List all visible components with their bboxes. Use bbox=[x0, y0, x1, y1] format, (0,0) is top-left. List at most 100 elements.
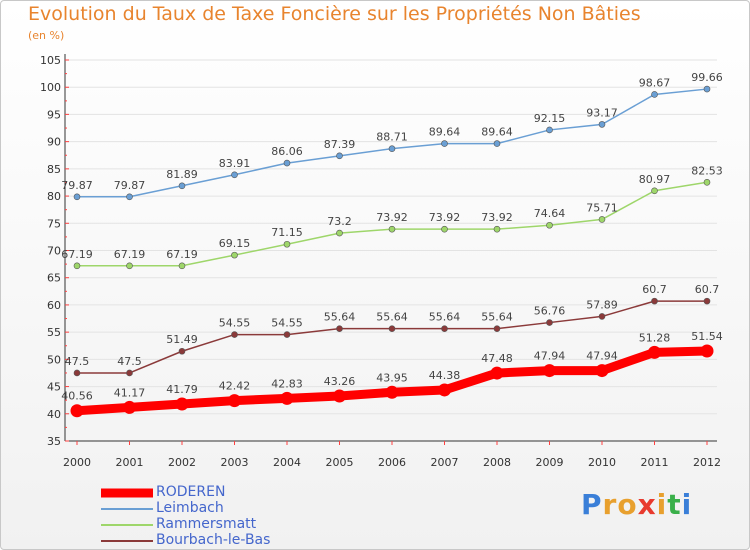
data-label-bourbach-le-bas: 55.64 bbox=[429, 311, 461, 324]
data-point-bourbach-le-bas bbox=[126, 369, 133, 377]
y-tick-label: 50 bbox=[47, 353, 61, 366]
data-label-rammersmatt: 74.64 bbox=[534, 207, 566, 220]
data-point-roderen bbox=[70, 404, 84, 418]
x-tick-label: 2003 bbox=[221, 456, 249, 469]
data-label-leimbach: 89.64 bbox=[481, 126, 513, 139]
data-label-bourbach-le-bas: 55.64 bbox=[376, 311, 408, 324]
data-label-roderen: 41.79 bbox=[166, 383, 198, 396]
data-label-rammersmatt: 82.53 bbox=[691, 164, 723, 177]
logo-letter: i bbox=[656, 488, 668, 521]
data-point-bourbach-le-bas bbox=[336, 325, 343, 332]
data-point-roderen bbox=[228, 394, 241, 408]
y-tick-label: 60 bbox=[47, 299, 61, 312]
data-label-leimbach: 79.87 bbox=[114, 179, 146, 192]
data-point-leimbach bbox=[651, 91, 658, 98]
data-label-roderen: 43.95 bbox=[376, 371, 408, 384]
data-point-rammersmatt bbox=[178, 262, 186, 270]
x-tick-label: 2012 bbox=[693, 456, 721, 469]
legend-label: Bourbach-le-Bas bbox=[156, 532, 271, 548]
data-label-rammersmatt: 67.19 bbox=[114, 248, 146, 261]
data-point-roderen bbox=[543, 364, 556, 378]
x-tick-label: 2007 bbox=[431, 456, 459, 469]
data-point-rammersmatt bbox=[126, 262, 133, 270]
data-label-bourbach-le-bas: 55.64 bbox=[481, 311, 513, 324]
y-tick-label: 95 bbox=[47, 108, 61, 121]
data-point-rammersmatt bbox=[598, 216, 606, 223]
data-point-leimbach bbox=[178, 182, 186, 190]
data-point-leimbach bbox=[703, 85, 711, 93]
data-label-roderen: 40.56 bbox=[61, 390, 93, 403]
data-label-leimbach: 93.17 bbox=[586, 106, 618, 119]
data-point-roderen bbox=[438, 383, 451, 397]
data-point-leimbach bbox=[493, 140, 501, 147]
data-point-leimbach bbox=[126, 193, 133, 201]
data-label-rammersmatt: 73.2 bbox=[327, 215, 352, 228]
data-point-bourbach-le-bas bbox=[178, 347, 186, 355]
data-label-bourbach-le-bas: 47.5 bbox=[117, 355, 142, 368]
data-label-roderen: 47.94 bbox=[534, 350, 566, 363]
x-tick-label: 2002 bbox=[168, 456, 196, 469]
data-point-rammersmatt bbox=[388, 225, 396, 233]
data-point-roderen bbox=[700, 344, 714, 358]
x-tick-label: 2009 bbox=[536, 456, 564, 469]
x-tick-label: 2011 bbox=[641, 456, 669, 469]
chart-title: Evolution du Taux de Taxe Foncière sur l… bbox=[28, 3, 641, 25]
data-label-leimbach: 79.87 bbox=[61, 179, 93, 192]
legend-label: RODEREN bbox=[156, 484, 226, 500]
data-point-bourbach-le-bas bbox=[283, 331, 291, 338]
data-point-leimbach bbox=[388, 145, 396, 152]
y-tick-label: 100 bbox=[40, 81, 61, 94]
proxiti-logo: Proxiti bbox=[581, 488, 692, 521]
data-label-leimbach: 83.91 bbox=[219, 157, 251, 170]
data-label-rammersmatt: 67.19 bbox=[61, 248, 93, 261]
data-point-rammersmatt bbox=[231, 251, 238, 259]
y-tick-label: 80 bbox=[47, 190, 61, 203]
data-label-roderen: 43.26 bbox=[324, 375, 356, 388]
data-point-rammersmatt bbox=[703, 179, 711, 186]
data-label-bourbach-le-bas: 47.5 bbox=[65, 355, 90, 368]
data-label-bourbach-le-bas: 54.55 bbox=[219, 317, 251, 330]
data-point-roderen bbox=[333, 389, 346, 403]
x-tick-label: 2004 bbox=[273, 456, 301, 469]
data-label-bourbach-le-bas: 56.76 bbox=[534, 305, 566, 318]
data-point-leimbach bbox=[546, 126, 553, 134]
data-label-rammersmatt: 67.19 bbox=[166, 248, 198, 261]
data-point-rammersmatt bbox=[441, 225, 448, 233]
data-label-roderen: 42.42 bbox=[219, 380, 251, 393]
data-label-leimbach: 98.67 bbox=[639, 76, 671, 89]
data-point-bourbach-le-bas bbox=[493, 325, 501, 332]
data-point-bourbach-le-bas bbox=[651, 297, 658, 305]
data-label-leimbach: 92.15 bbox=[534, 112, 566, 125]
legend-swatch bbox=[101, 488, 153, 498]
data-label-rammersmatt: 69.15 bbox=[219, 237, 251, 250]
logo-letter: P bbox=[581, 488, 603, 521]
y-tick-label: 55 bbox=[47, 326, 61, 339]
data-point-leimbach bbox=[336, 152, 343, 160]
data-label-leimbach: 81.89 bbox=[166, 168, 198, 181]
legend-label: Rammersmatt bbox=[156, 516, 257, 532]
y-tick-label: 65 bbox=[47, 272, 61, 285]
legend-label: Leimbach bbox=[156, 500, 224, 516]
data-label-rammersmatt: 75.71 bbox=[586, 201, 618, 214]
data-point-roderen bbox=[595, 364, 609, 378]
data-label-rammersmatt: 80.97 bbox=[639, 173, 671, 186]
data-point-rammersmatt bbox=[546, 221, 553, 229]
y-tick-label: 45 bbox=[47, 381, 61, 394]
legend-swatch bbox=[101, 524, 153, 526]
data-point-bourbach-le-bas bbox=[441, 325, 448, 332]
y-tick-label: 75 bbox=[47, 217, 61, 230]
data-point-leimbach bbox=[231, 171, 238, 179]
y-tick-label: 90 bbox=[47, 136, 61, 149]
data-point-roderen bbox=[175, 397, 189, 411]
logo-letter: t bbox=[667, 488, 682, 521]
data-label-bourbach-le-bas: 60.7 bbox=[642, 283, 667, 296]
y-tick-label: 85 bbox=[47, 163, 61, 176]
data-point-roderen bbox=[648, 345, 661, 359]
logo-letter: o bbox=[617, 488, 638, 521]
data-point-rammersmatt bbox=[73, 262, 81, 270]
data-label-roderen: 47.94 bbox=[586, 350, 618, 363]
chart-subtitle: (en %) bbox=[28, 29, 65, 42]
data-point-bourbach-le-bas bbox=[73, 369, 81, 377]
